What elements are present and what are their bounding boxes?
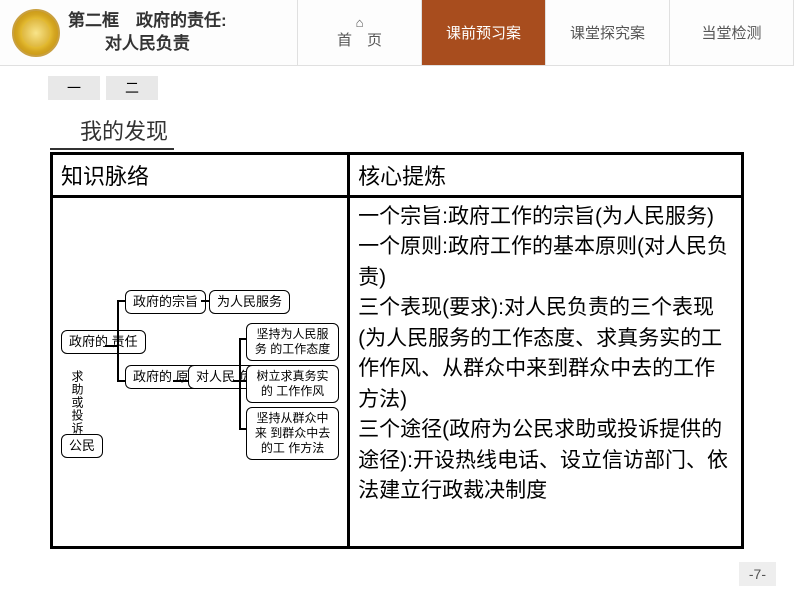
nav-label-test: 当堂检测 <box>701 22 761 43</box>
diagram-cell: 政府的 责任 求助或投诉 公民 政府的宗旨 政府的 原则 为人民服务 对人民 负… <box>52 197 349 548</box>
node-serve: 为人民服务 <box>209 290 290 314</box>
node-attitude: 坚持为人民服务 的工作态度 <box>246 323 339 361</box>
core-text-cell: 一个宗旨:政府工作的宗旨(为人民服务) 一个原则:政府工作的基本原则(对人民负责… <box>349 197 743 548</box>
table-header-left: 知识脉络 <box>52 154 349 197</box>
nav-tabs: ⌂ 首 页 课前预习案 课堂探究案 当堂检测 <box>298 0 794 65</box>
node-gov-duty: 政府的 责任 <box>61 330 146 354</box>
logo-icon <box>12 9 60 57</box>
discovery-title: 我的发现 <box>50 114 174 150</box>
sub-tab-two[interactable]: 二 <box>106 76 158 100</box>
nav-label-home: 首 页 <box>337 29 382 50</box>
table-header-right: 核心提炼 <box>349 154 743 197</box>
node-method: 坚持从群众中来 到群众中去的工 作方法 <box>246 407 339 460</box>
knowledge-diagram: 政府的 责任 求助或投诉 公民 政府的宗旨 政府的 原则 为人民服务 对人民 负… <box>61 202 339 542</box>
content-area: 我的发现 知识脉络 核心提炼 政府的 责任 求助或投诉 公民 政府的宗旨 政府的… <box>0 104 794 549</box>
header: 第二框 政府的责任: 对人民负责 ⌂ 首 页 课前预习案 课堂探究案 当堂检测 <box>0 0 794 66</box>
sub-tabs: 一 二 <box>0 66 794 104</box>
sub-tab-one[interactable]: 一 <box>48 76 100 100</box>
main-table: 知识脉络 核心提炼 政府的 责任 求助或投诉 公民 政府的宗旨 政府的 原则 为… <box>50 152 744 549</box>
title-line2: 对人民负责 <box>68 33 227 55</box>
node-style: 树立求真务实的 工作作风 <box>246 365 339 403</box>
node-purpose: 政府的宗旨 <box>125 290 206 314</box>
nav-tab-home[interactable]: ⌂ 首 页 <box>298 0 422 65</box>
core-text: 一个宗旨:政府工作的宗旨(为人民服务) 一个原则:政府工作的基本原则(对人民负责… <box>358 202 733 506</box>
page-number: -7- <box>739 562 776 586</box>
node-citizen: 公民 <box>61 434 103 458</box>
nav-tab-preview[interactable]: 课前预习案 <box>422 0 546 65</box>
nav-tab-test[interactable]: 当堂检测 <box>670 0 794 65</box>
home-icon: ⌂ <box>356 16 364 29</box>
lesson-title: 第二框 政府的责任: 对人民负责 <box>68 10 227 54</box>
label-help: 求助或投诉 <box>69 370 86 435</box>
nav-tab-explore[interactable]: 课堂探究案 <box>546 0 670 65</box>
nav-label-explore: 课堂探究案 <box>570 22 645 43</box>
title-line1: 第二框 政府的责任: <box>68 10 227 32</box>
nav-label-preview: 课前预习案 <box>446 22 521 43</box>
logo-title-section: 第二框 政府的责任: 对人民负责 <box>0 0 298 65</box>
